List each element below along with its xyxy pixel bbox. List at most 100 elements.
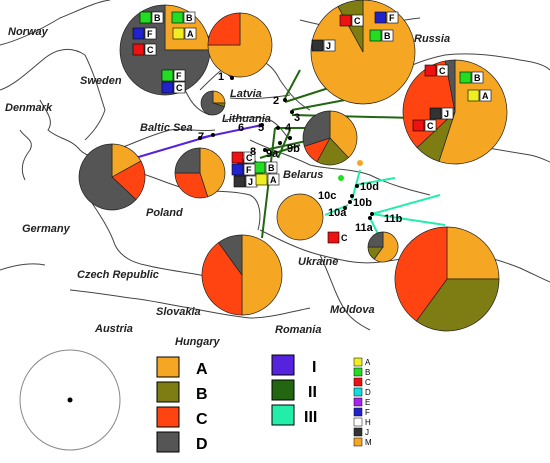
pie-slice [174, 147, 201, 174]
pie-slice [119, 4, 211, 96]
svg-text:B: B [365, 368, 370, 377]
haplotype-flags: B B F A C F C C F J B C B A J C C B F J … [132, 11, 492, 244]
pie-slice [446, 226, 500, 280]
pie-slice [438, 59, 508, 165]
flag-label: B [186, 13, 193, 23]
flag-label: J [444, 109, 449, 119]
country-label: Denmark [5, 102, 53, 114]
site-label: 10b [353, 197, 372, 209]
legend-label: II [308, 384, 317, 401]
country-label: Belarus [283, 169, 323, 181]
pie-slice [394, 226, 448, 322]
site-label: 9a [266, 148, 279, 160]
svg-text:E: E [365, 398, 370, 407]
pie-slice [329, 110, 358, 159]
svg-text:J: J [365, 428, 369, 437]
country-label: Norway [8, 26, 49, 38]
site-label: 4 [285, 122, 292, 134]
legend-label: I [312, 359, 316, 376]
site-label: 9b [287, 143, 300, 155]
flag-label: A [482, 91, 489, 101]
legend-haplotypes: A B C D E F H J M [353, 357, 372, 447]
site-label: 5 [258, 122, 264, 134]
pie-slice [373, 231, 399, 263]
country-label: Slovakia [156, 306, 201, 318]
legend-label: III [304, 409, 317, 426]
flag-label: J [248, 177, 253, 187]
site-dots [198, 76, 374, 220]
svg-text:D: D [365, 388, 371, 397]
site-label: 10d [360, 181, 379, 193]
country-label: Latvia [230, 88, 262, 100]
flag-label: A [187, 29, 194, 39]
flag-label: B [268, 163, 275, 173]
pie-slice [111, 160, 146, 201]
country-labels: Norway Sweden Denmark Russia Latvia Lith… [5, 26, 450, 348]
flag-label: C [427, 121, 434, 131]
flag-label: A [270, 175, 277, 185]
site-label: 6 [238, 122, 244, 134]
svg-text:M: M [365, 438, 372, 447]
site-label: 2 [273, 95, 279, 107]
country-label: Lithuania [222, 113, 271, 125]
flag-label: F [246, 165, 252, 175]
pie-slice [241, 234, 283, 316]
country-label: Russia [414, 33, 450, 45]
site-labels: 1 2 3 4 5 6 7 8 9a 9b 10a 10b 10c 10d 11… [198, 71, 403, 234]
pie-slice [207, 12, 241, 46]
flag-label: J [326, 41, 331, 51]
flag-label: B [384, 31, 391, 41]
pie-slice [174, 172, 209, 199]
pie-slice [199, 147, 226, 198]
country-label: Austria [94, 323, 133, 335]
flag-label: F [176, 71, 182, 81]
site-label: 11b [384, 213, 403, 225]
svg-text:F: F [365, 408, 370, 417]
pie-slice [201, 242, 243, 316]
site-label: 1 [218, 71, 224, 83]
pie-slice [367, 231, 384, 248]
flag-label: C [147, 45, 154, 55]
pie-slice [302, 110, 331, 147]
flag-label: B [474, 73, 481, 83]
legend-clusters: A B C D [156, 356, 208, 453]
legend-label: C [196, 411, 208, 428]
legend-label: B [196, 386, 208, 403]
site-label: 7 [198, 131, 204, 143]
country-label: Czech Republic [77, 269, 159, 281]
flag-label: B [154, 13, 161, 23]
flag-label: F [389, 13, 395, 23]
svg-text:A: A [365, 358, 371, 367]
country-label: Sweden [80, 75, 122, 87]
site-label: 8 [250, 146, 256, 158]
country-label: Germany [22, 223, 71, 235]
svg-text:C: C [365, 378, 371, 387]
country-label: Hungary [175, 336, 221, 348]
legend-label: A [196, 361, 208, 378]
pie-slice [415, 278, 500, 332]
svg-text:H: H [365, 418, 371, 427]
legend-size-scale [19, 349, 121, 451]
site-label: 11a [355, 222, 374, 234]
site-label: 10a [328, 207, 347, 219]
country-label: Ukraine [298, 256, 338, 268]
flag-label: C [354, 16, 361, 26]
country-label: Poland [146, 207, 183, 219]
legend-lines: I II III [271, 354, 317, 426]
flag-label: C [246, 153, 253, 163]
legend-label: D [196, 436, 208, 453]
pie-slice [207, 12, 273, 78]
flag-label: F [147, 29, 153, 39]
flag-label: C [439, 66, 446, 76]
site-label: 10c [318, 190, 336, 202]
country-label: Romania [275, 324, 321, 336]
site-label: 3 [294, 112, 300, 124]
pie-slice [276, 193, 324, 241]
pie-slice [78, 143, 137, 211]
pie-slice [218, 234, 243, 277]
country-label: Baltic Sea [140, 122, 193, 134]
country-label: Moldova [330, 304, 375, 316]
pie-slice [200, 90, 225, 116]
flag-label: C [176, 83, 183, 93]
